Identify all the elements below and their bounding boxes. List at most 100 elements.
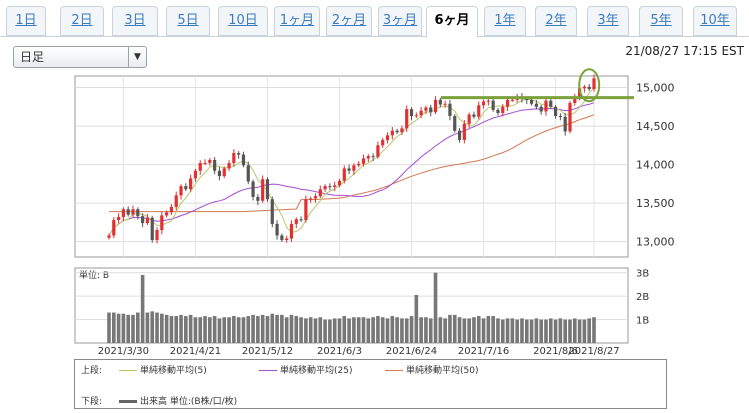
candlesticks: [107, 74, 596, 244]
volume-bar: [505, 318, 510, 343]
candle-body: [405, 109, 409, 129]
legend-ma50-swatch: [385, 370, 403, 371]
volume-bar: [548, 318, 553, 343]
volume-bar: [452, 314, 457, 343]
tab-2y[interactable]: 2年: [535, 6, 577, 36]
candle-body: [448, 103, 452, 117]
candle-body: [112, 220, 116, 236]
volume-bar: [131, 314, 135, 343]
candle-body: [165, 212, 169, 216]
legend-ma5-text: 単純移動平均(5): [140, 366, 207, 376]
volume-bar: [188, 314, 193, 343]
date-tick-label: 2021/4/21: [170, 346, 221, 357]
volume-bar: [337, 318, 342, 343]
volume-bar: [342, 316, 347, 343]
candle-body: [553, 106, 558, 117]
candle-body: [169, 206, 174, 213]
volume-bar: [467, 318, 471, 343]
chevron-down-icon: ▼: [128, 47, 146, 67]
volume-bar: [323, 319, 327, 343]
legend-ma25-text: 単純移動平均(25): [280, 366, 353, 376]
candle-body: [294, 219, 298, 224]
period-select-value: 日足: [20, 50, 45, 64]
volume-bar: [212, 316, 217, 343]
volume-bar: [534, 318, 539, 343]
volume-axis: 1B 2B 3B: [636, 269, 649, 327]
ma5-line: [108, 87, 595, 236]
volume-bar: [198, 317, 203, 343]
tab-10d[interactable]: 10日: [218, 6, 268, 36]
highlight-circle: [578, 68, 601, 103]
tab-10y[interactable]: 10年: [693, 6, 737, 36]
volume-bar: [299, 317, 303, 343]
volume-bar: [308, 317, 313, 343]
tab-3y[interactable]: 3年: [587, 6, 629, 36]
candle-body: [289, 223, 294, 239]
volume-bar: [395, 317, 399, 343]
volume-bar: [582, 319, 587, 343]
candle-body: [222, 168, 226, 177]
volume-bar: [150, 311, 155, 343]
date-tick-label: 2021/6/24: [386, 346, 437, 357]
volume-bar: [385, 318, 390, 343]
candle-body: [256, 196, 260, 201]
tab-6m[interactable]: 6ヶ月: [426, 6, 478, 38]
candle-body: [117, 216, 121, 221]
candle-body: [534, 103, 538, 107]
volume-bar: [520, 318, 524, 343]
candle-body: [544, 100, 548, 112]
tab-5d[interactable]: 5日: [166, 6, 210, 36]
price-tick-label: 13,000: [636, 236, 675, 249]
volume-bar: [356, 317, 361, 343]
ma25-line: [108, 102, 595, 236]
tab-3d[interactable]: 3日: [112, 6, 158, 36]
volume-bar: [126, 314, 131, 343]
date-tick-label: 2021/8/6: [533, 346, 578, 357]
period-select[interactable]: 日足 ▼: [13, 46, 147, 68]
volume-bar: [366, 318, 371, 343]
volume-bar: [174, 316, 179, 343]
date-tick-label: 2021/7/16: [458, 346, 509, 357]
candle-body: [237, 153, 241, 155]
volume-bar: [294, 316, 299, 343]
candle-body: [486, 100, 490, 102]
tab-3m[interactable]: 3ヶ月: [378, 6, 422, 36]
volume-bar: [572, 318, 577, 343]
candle-body: [241, 154, 246, 166]
tab-1m[interactable]: 1ヶ月: [274, 6, 320, 36]
volume-bar: [289, 314, 294, 343]
legend-volume: 出来高 単位:(B株/口/枚): [119, 394, 237, 407]
volume-bar: [227, 317, 231, 343]
price-tick-label: 14,500: [636, 120, 675, 133]
volume-bar: [457, 317, 462, 343]
date-tick-label: 2021/5/12: [242, 346, 293, 357]
volume-bar: [587, 318, 591, 343]
volume-bar: [486, 316, 491, 343]
volume-bar: [328, 319, 332, 343]
tab-2d[interactable]: 2日: [60, 6, 104, 36]
legend-ma25: 単純移動平均(25): [259, 363, 352, 376]
volume-bar: [260, 314, 265, 343]
candle-body: [280, 235, 284, 241]
volume-bar: [361, 317, 366, 343]
candle-body: [563, 116, 567, 132]
candle-body: [539, 106, 543, 112]
volume-tick-label: 1B: [636, 316, 649, 327]
volume-bar: [121, 313, 126, 343]
volume-bar: [208, 317, 212, 343]
volume-bar: [433, 272, 438, 343]
volume-bar: [496, 318, 500, 343]
date-axis: 2021/3/30 2021/4/21 2021/5/12 2021/6/3 2021/…: [98, 346, 620, 357]
candle-body: [126, 209, 130, 215]
volume-bar: [592, 317, 596, 343]
tab-2m[interactable]: 2ヶ月: [326, 6, 372, 36]
volume-bar: [424, 317, 428, 343]
tab-5y[interactable]: 5年: [639, 6, 683, 36]
candle-body: [275, 223, 279, 236]
legend-upper-label: 上段:: [81, 366, 103, 376]
candle-body: [505, 99, 510, 107]
tab-1y[interactable]: 1年: [484, 6, 526, 36]
tab-1d[interactable]: 1日: [6, 6, 46, 36]
candle-body: [424, 107, 428, 111]
volume-bar: [217, 318, 222, 343]
